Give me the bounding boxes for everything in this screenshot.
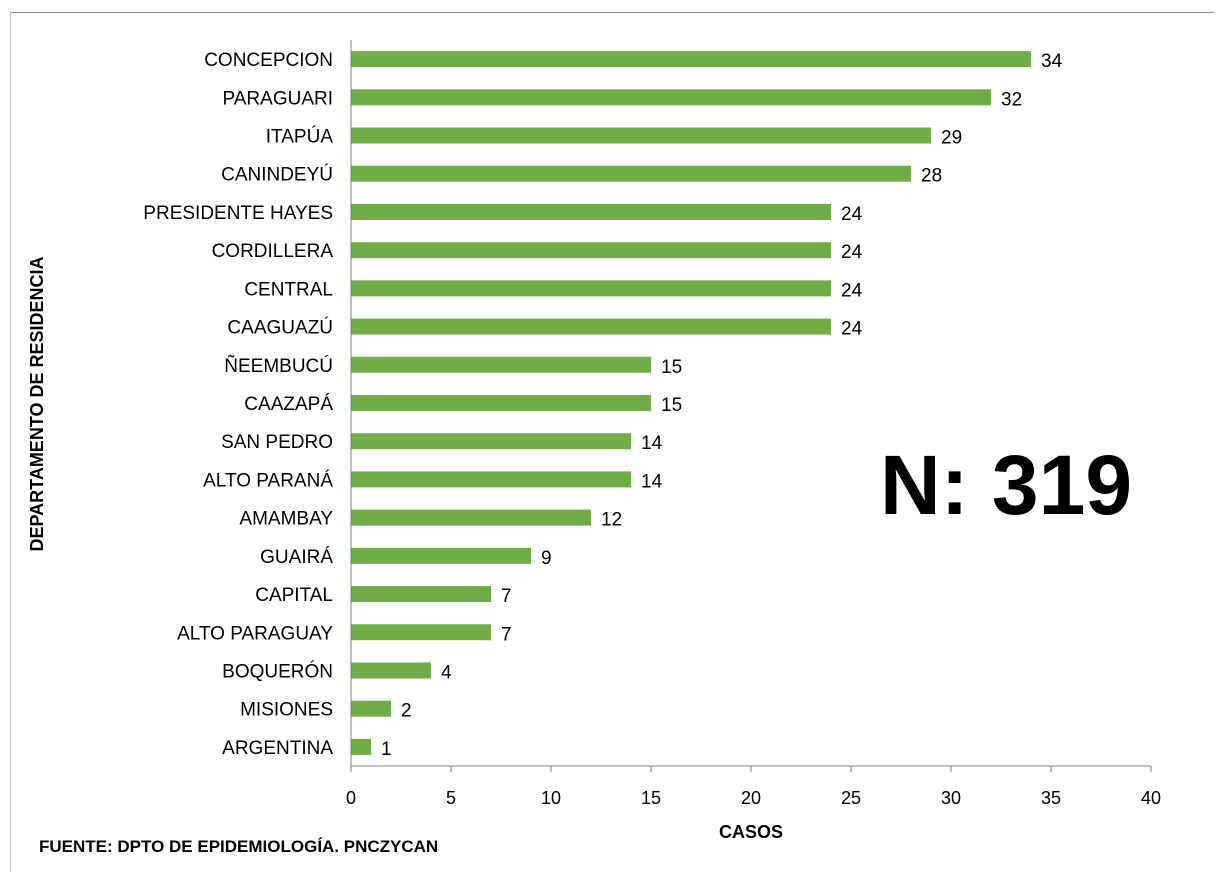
data-label: 4	[441, 662, 452, 683]
bar	[351, 356, 651, 373]
bar	[351, 471, 631, 488]
bar	[351, 242, 831, 259]
category-label: CAAZAPÁ	[244, 394, 333, 415]
category-label: PRESIDENTE HAYES	[143, 203, 333, 224]
category-label: AMAMBAY	[239, 509, 333, 530]
category-label: MISIONES	[240, 700, 333, 721]
bar	[351, 586, 491, 603]
data-label: 7	[501, 586, 512, 607]
source-note: FUENTE: DPTO DE EPIDEMIOLOGÍA. PNCZYCAN	[39, 837, 438, 856]
total-n-annotation: N: 319	[880, 438, 1132, 532]
x-tick-label: 40	[1141, 788, 1161, 808]
bar	[351, 624, 491, 641]
category-label: GUAIRÁ	[260, 547, 333, 568]
x-tick-label: 30	[941, 788, 961, 808]
bar	[351, 433, 631, 450]
data-label: 24	[841, 319, 863, 340]
x-tick-label: 5	[446, 788, 456, 808]
data-label: 1	[381, 739, 392, 760]
category-label: CORDILLERA	[212, 241, 334, 262]
data-label: 24	[841, 242, 863, 263]
bar	[351, 395, 651, 411]
data-label: 28	[921, 166, 942, 187]
category-label: ALTO PARANÁ	[203, 470, 333, 491]
x-tick-label: 15	[641, 788, 661, 808]
data-label: 12	[601, 510, 622, 531]
y-axis-title: DEPARTAMENTO DE RESIDENCIA	[27, 256, 47, 551]
category-label: ITAPÚA	[266, 126, 334, 148]
bar	[351, 165, 911, 182]
category-label: ARGENTINA	[222, 738, 333, 759]
bar	[351, 700, 391, 717]
data-label: 24	[841, 280, 863, 301]
x-tick-label: 35	[1041, 788, 1061, 808]
bar	[351, 51, 1031, 68]
x-tick-label: 10	[541, 788, 561, 808]
bar	[351, 509, 591, 526]
category-label: CAAGUAZÚ	[227, 317, 333, 339]
data-label: 32	[1001, 89, 1022, 110]
value-labels: 34 32 29 28 24 24 24 24 15 15 14 14 12 9 7 7 4 21	[381, 51, 1063, 760]
category-label: ÑEEMBUCÚ	[224, 355, 333, 377]
bar	[351, 318, 831, 335]
x-tick-label: 25	[841, 788, 861, 808]
chart-frame	[10, 12, 1214, 872]
data-label: 14	[641, 433, 663, 454]
category-label: CONCEPCION	[204, 50, 333, 71]
bars-group	[351, 51, 1031, 755]
bar	[351, 662, 431, 679]
data-label: 15	[661, 395, 682, 416]
x-axis-title: CASOS	[719, 822, 783, 842]
category-label: CANINDEYÚ	[221, 164, 333, 186]
bar	[351, 738, 371, 755]
data-label: 2	[401, 701, 412, 722]
bar	[351, 280, 831, 297]
data-label: 7	[501, 624, 512, 645]
category-label: ALTO PARAGUAY	[177, 623, 333, 644]
bar	[351, 127, 931, 144]
category-label: BOQUERÓN	[222, 660, 333, 682]
x-tick-label: 20	[741, 788, 761, 808]
data-label: 9	[541, 548, 552, 569]
category-label: PARAGUARI	[222, 88, 333, 109]
x-axis: 0 5 10 15 20 25 30 35 40	[346, 40, 1161, 808]
data-label: 29	[941, 128, 962, 149]
category-label: CENTRAL	[244, 279, 333, 300]
bar	[351, 203, 831, 220]
data-label: 14	[641, 471, 663, 492]
category-label: SAN PEDRO	[221, 432, 333, 453]
x-tick-label: 0	[346, 788, 356, 808]
data-label: 15	[661, 357, 682, 378]
category-label: CAPITAL	[255, 585, 333, 606]
data-label: 24	[841, 204, 863, 225]
bar	[351, 547, 531, 564]
category-labels: CONCEPCION PARAGUARI ITAPÚA CANINDEYÚ PRESID…	[143, 50, 333, 759]
bar	[351, 89, 991, 106]
data-label: 34	[1041, 51, 1063, 72]
